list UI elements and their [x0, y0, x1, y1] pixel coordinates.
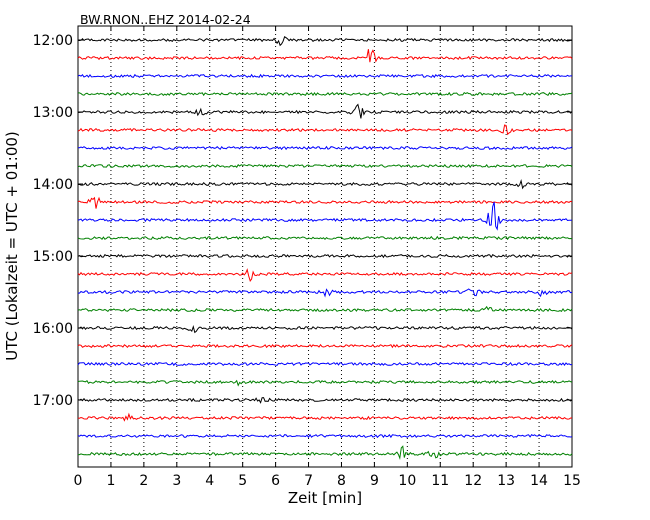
- x-tick-label: 7: [304, 473, 313, 489]
- trace-line: [77, 445, 573, 461]
- trace-line: [77, 36, 572, 47]
- y-axis-ticks: 12:00 13:00 14:00 15:00 16:00 17:00: [33, 33, 572, 409]
- x-tick-label: 12: [464, 473, 482, 489]
- x-tick-label: 14: [530, 473, 548, 489]
- y-tick-label: 14:00: [33, 177, 73, 193]
- x-tick-label: 10: [398, 473, 416, 489]
- x-tick-label: 2: [139, 473, 148, 489]
- x-tick-label: 4: [205, 473, 214, 489]
- trace-line: [77, 379, 573, 387]
- trace-line: [77, 124, 573, 136]
- trace-line: [77, 397, 573, 404]
- trace-line: [77, 268, 573, 282]
- trace-line: [77, 163, 573, 169]
- trace-line: [77, 324, 573, 334]
- trace-line: [77, 201, 573, 231]
- y-tick-label: 13:00: [33, 105, 73, 121]
- trace-line: [77, 253, 573, 259]
- trace-line: [77, 305, 573, 313]
- seismic-traces: [77, 36, 573, 461]
- x-tick-label: 1: [106, 473, 115, 489]
- x-tick-label: 8: [337, 473, 346, 489]
- x-axis-ticks: 0 1 2 3 4 5 6 7 8 9 10 11 12 13 14 15: [74, 26, 581, 489]
- trace-line: [77, 343, 573, 349]
- chart-title: BW.RNON..EHZ 2014-02-24: [80, 12, 251, 27]
- trace-line: [78, 91, 573, 97]
- y-tick-label: 16:00: [33, 321, 73, 337]
- trace-line: [77, 412, 573, 422]
- x-tick-label: 6: [271, 473, 280, 489]
- x-tick-label: 5: [238, 473, 247, 489]
- x-tick-label: 13: [497, 473, 515, 489]
- y-axis-label: UTC (Lokalzeit = UTC + 01:00): [3, 131, 21, 361]
- trace-line: [77, 49, 573, 63]
- x-tick-label: 11: [431, 473, 449, 489]
- grid-lines: [110, 26, 540, 467]
- plot-frame: [77, 25, 573, 468]
- x-tick-label: 9: [370, 473, 379, 489]
- y-tick-label: 12:00: [33, 33, 73, 49]
- trace-line: [77, 235, 573, 241]
- y-tick-label: 15:00: [33, 249, 73, 265]
- trace-line: [78, 288, 573, 298]
- trace-line: [77, 103, 573, 119]
- trace-line: [77, 433, 573, 439]
- trace-line: [77, 73, 572, 79]
- x-tick-label: 0: [74, 473, 83, 489]
- trace-line: [77, 361, 573, 367]
- trace-line: [77, 178, 573, 190]
- y-tick-label: 17:00: [33, 393, 73, 409]
- trace-line: [78, 145, 573, 151]
- trace-line: [77, 196, 573, 209]
- x-tick-label: 3: [172, 473, 181, 489]
- x-axis-label: Zeit [min]: [288, 489, 362, 507]
- x-tick-label: 15: [563, 473, 581, 489]
